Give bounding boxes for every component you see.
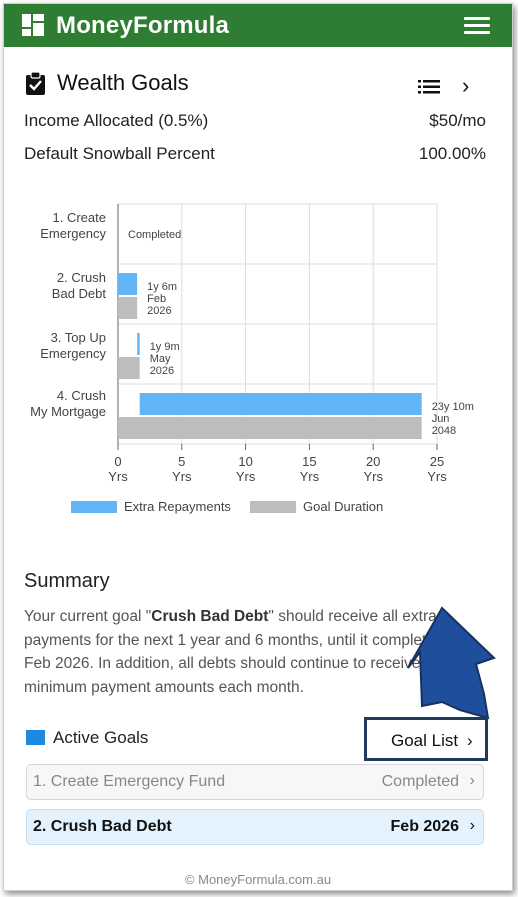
bar-data-label: 1y 9m xyxy=(150,341,180,353)
chevron-right-icon: › xyxy=(467,731,473,750)
x-tick-label: 15 xyxy=(302,454,316,469)
dashboard-icon xyxy=(22,14,44,36)
x-tick-unit: Yrs xyxy=(172,469,192,484)
list-icon[interactable] xyxy=(418,80,440,94)
goal-status: Completed xyxy=(381,773,459,790)
category-label: My Mortgage xyxy=(30,404,106,419)
app-frame: MoneyFormula Wealth Goals › Income Alloc… xyxy=(3,3,513,891)
x-tick-unit: Yrs xyxy=(236,469,256,484)
bar-extra-repayments xyxy=(118,273,138,295)
x-tick-unit: Yrs xyxy=(300,469,320,484)
current-goal-name: Crush Bad Debt xyxy=(151,608,269,625)
goal-list-button[interactable]: Goal List › xyxy=(364,717,488,761)
summary-text: Your current goal "Crush Bad Debt" shoul… xyxy=(24,608,465,696)
hamburger-menu-icon[interactable] xyxy=(464,17,490,35)
income-allocated-value: $50/mo xyxy=(429,111,486,130)
category-label: 3. Top Up xyxy=(51,330,106,345)
x-tick-label: 0 xyxy=(114,454,121,469)
page-title: Wealth Goals xyxy=(57,70,189,95)
goal-status: Feb 2026 xyxy=(390,818,459,835)
clipboard-check-icon xyxy=(26,72,45,95)
chevron-right-icon[interactable]: › xyxy=(462,73,470,98)
bar-data-label: 23y 10m xyxy=(432,401,474,413)
goal-name: 1. Create Emergency Fund xyxy=(33,773,226,790)
goal-row-crush-bad-debt[interactable]: 2. Crush Bad Debt Feb 2026 › xyxy=(26,809,484,845)
bar-data-label: May xyxy=(150,353,171,365)
x-tick-label: 20 xyxy=(366,454,380,469)
category-label: 4. Crush xyxy=(57,388,106,403)
active-goals-label: Active Goals xyxy=(53,728,149,747)
bar-goal-duration xyxy=(118,297,138,319)
legend-label-duration: Goal Duration xyxy=(303,499,384,514)
summary-heading: Summary xyxy=(24,570,110,592)
x-tick-label: 10 xyxy=(238,454,252,469)
brand-title[interactable]: MoneyFormula xyxy=(56,12,230,39)
category-label: Bad Debt xyxy=(52,286,107,301)
category-label: Emergency xyxy=(40,346,106,361)
snowball-percent-label: Default Snowball Percent xyxy=(24,144,215,163)
chart-legend: Extra Repayments Goal Duration xyxy=(4,499,512,519)
bar-data-label: Feb xyxy=(147,293,166,305)
legend-swatch-extra xyxy=(71,501,117,513)
goal-list-button-label: Goal List xyxy=(391,731,459,750)
chevron-right-icon: › xyxy=(469,772,475,789)
category-label: 2. Crush xyxy=(57,270,106,285)
snowball-percent-value: 100.00% xyxy=(418,144,486,163)
x-tick-unit: Yrs xyxy=(427,469,447,484)
footer-copyright[interactable]: © MoneyFormula.com.au xyxy=(184,872,332,887)
bar-data-label: 2048 xyxy=(432,425,456,437)
chevron-right-icon: › xyxy=(469,817,475,834)
legend-label-extra: Extra Repayments xyxy=(124,499,231,514)
goal-name: 2. Crush Bad Debt xyxy=(33,818,172,835)
x-tick-label: 25 xyxy=(430,454,444,469)
active-goals-marker xyxy=(26,730,45,745)
legend-swatch-duration xyxy=(250,501,296,513)
page-header: Wealth Goals › xyxy=(24,70,494,102)
annotation-arrow xyxy=(407,606,496,720)
category-label: 1. Create xyxy=(53,210,106,225)
bar-data-label: 2026 xyxy=(150,365,174,377)
x-tick-unit: Yrs xyxy=(108,469,128,484)
top-app-bar: MoneyFormula xyxy=(4,4,512,47)
bar-goal-duration xyxy=(118,417,422,439)
bar-data-label: Completed xyxy=(128,229,181,241)
bar-extra-repayments xyxy=(137,333,140,355)
snowball-percent-row: Default Snowball Percent 100.00% xyxy=(24,144,486,164)
x-tick-unit: Yrs xyxy=(363,469,383,484)
category-label: Emergency xyxy=(40,226,106,241)
goal-row-create-emergency-fund[interactable]: 1. Create Emergency Fund Completed › xyxy=(26,764,484,800)
x-tick-label: 5 xyxy=(178,454,185,469)
bar-extra-repayments xyxy=(139,393,422,415)
income-allocated-row: Income Allocated (0.5%) $50/mo xyxy=(24,111,486,131)
bar-data-label: 1y 6m xyxy=(147,281,177,293)
bar-data-label: 2026 xyxy=(147,305,171,317)
income-allocated-label: Income Allocated (0.5%) xyxy=(24,111,209,130)
bar-data-label: Jun xyxy=(432,413,450,425)
bar-goal-duration xyxy=(118,357,140,379)
